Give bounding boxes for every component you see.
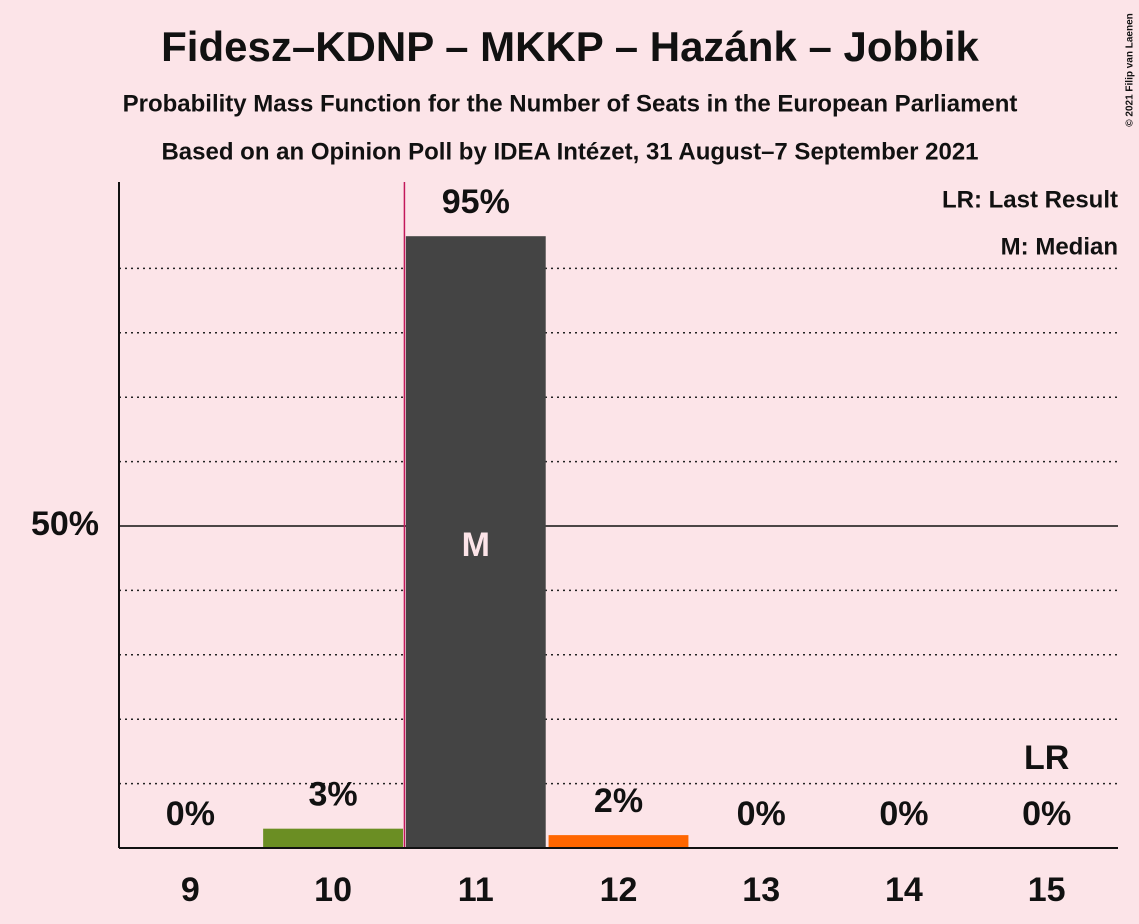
bar xyxy=(548,835,689,848)
value-label: 0% xyxy=(166,795,215,833)
value-label: 95% xyxy=(442,183,510,221)
value-label: 0% xyxy=(737,795,786,833)
y-tick-label: 50% xyxy=(31,505,99,543)
value-label: 0% xyxy=(879,795,928,833)
chart-title: Fidesz–KDNP – MKKP – Hazánk – Jobbik xyxy=(161,23,979,70)
bar xyxy=(263,828,404,848)
x-tick-label: 14 xyxy=(885,871,923,909)
value-label: 0% xyxy=(1022,795,1071,833)
x-tick-label: 11 xyxy=(458,871,494,909)
value-label: 2% xyxy=(594,782,643,820)
copyright: © 2021 Filip van Laenen xyxy=(1125,13,1136,127)
x-tick-label: 13 xyxy=(742,871,780,909)
legend-entry: LR: Last Result xyxy=(942,186,1118,213)
chart-subtitle: Based on an Opinion Poll by IDEA Intézet… xyxy=(161,138,978,165)
bar xyxy=(405,236,546,848)
last-result-marker: LR xyxy=(1024,739,1069,777)
x-tick-label: 12 xyxy=(600,871,638,909)
x-tick-label: 9 xyxy=(181,871,200,909)
x-tick-label: 15 xyxy=(1028,871,1066,909)
x-tick-label: 10 xyxy=(314,871,352,909)
legend-entry: M: Median xyxy=(1001,233,1118,260)
median-marker: M xyxy=(462,526,490,564)
value-label: 3% xyxy=(309,776,358,814)
chart-subtitle: Probability Mass Function for the Number… xyxy=(123,90,1018,117)
